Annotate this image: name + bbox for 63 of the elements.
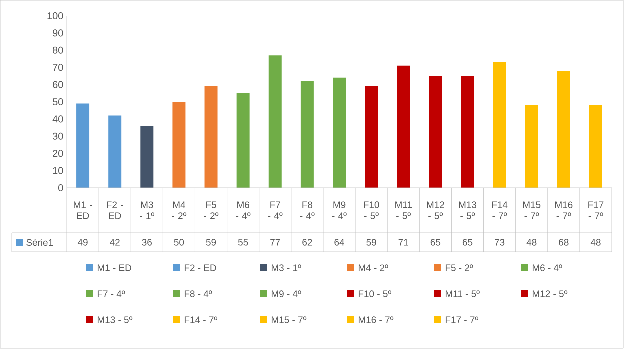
x-tick-label: M3 - 1º	[140, 202, 155, 220]
category-label: F5 - 2º	[446, 264, 474, 272]
x-tick-label: F8 - 4º	[300, 202, 315, 220]
data-label: 50	[174, 239, 184, 246]
category-label: M12 - 5º	[532, 290, 568, 298]
data-label: 62	[302, 239, 312, 246]
category-label: F17 - 7º	[446, 316, 479, 324]
data-label: 59	[206, 239, 216, 246]
x-tick-label: F17 - 7º	[588, 202, 604, 220]
data-label: 64	[334, 239, 344, 246]
y-tick-label: 50	[52, 98, 64, 106]
data-label: 42	[110, 239, 120, 246]
x-tick-label: F7 - 4º	[268, 202, 283, 220]
category-label: M13 - 5º	[98, 316, 133, 324]
category-label: M6 - 4º	[532, 264, 562, 272]
y-tick-label: 10	[53, 167, 64, 174]
x-tick-label: M9 - 4º	[332, 202, 347, 220]
category-label: F14 - 7º	[184, 316, 218, 324]
data-label: 49	[78, 239, 88, 246]
y-tick-label: 80	[53, 46, 64, 54]
x-tick-label: M13 - 5º	[459, 202, 477, 220]
data-label: 77	[270, 239, 280, 246]
data-label: 68	[559, 239, 569, 246]
y-tick-label: 30	[52, 132, 64, 140]
x-tick-label: F2 - ED	[107, 202, 124, 220]
data-label: 59	[366, 239, 376, 246]
y-tick-label: 100	[48, 12, 64, 20]
x-tick-label: F5 - 2º	[204, 202, 219, 220]
category-label: F8 - 4º	[184, 290, 212, 298]
data-label: 65	[430, 239, 441, 246]
legend-label: Série1	[26, 238, 54, 246]
x-tick-label: M1 - ED	[74, 202, 92, 220]
x-tick-label: M11 - 5º	[396, 202, 412, 220]
category-label: F7 - 4º	[98, 290, 126, 298]
y-tick-label: 90	[53, 30, 64, 37]
category-label: M15 - 7º	[272, 316, 307, 324]
data-label: 55	[238, 239, 248, 246]
x-tick-label: M4 - 2º	[172, 202, 187, 220]
category-label: F10 - 5º	[358, 290, 392, 298]
category-label: M1 - ED	[98, 264, 132, 272]
category-label: F2 - ED	[184, 264, 216, 272]
category-label: M16 - 7º	[358, 316, 394, 324]
x-tick-label: F14 - 7º	[492, 202, 508, 220]
data-label: 36	[142, 239, 152, 246]
data-label: 65	[462, 239, 473, 246]
x-tick-label: M6 - 4º	[236, 202, 251, 220]
y-tick-label: 40	[52, 116, 64, 123]
x-tick-label: M12 - 5º	[427, 202, 444, 220]
y-tick-label: 0	[58, 184, 64, 192]
data-label: 71	[398, 239, 408, 246]
y-tick-label: 60	[53, 81, 64, 88]
x-tick-label: M15 - 7º	[523, 202, 541, 220]
category-label: M9 - 4º	[272, 290, 302, 298]
category-label: M11 - 5º	[446, 290, 480, 298]
data-label: 48	[590, 239, 601, 246]
y-tick-label: 70	[53, 64, 64, 72]
x-tick-label: F10 - 5º	[364, 202, 380, 220]
x-tick-label: M16 - 7º	[555, 202, 573, 220]
data-label: 73	[495, 239, 505, 246]
category-label: M3 - 1º	[272, 264, 302, 272]
category-label: M4 - 2º	[358, 264, 388, 272]
y-tick-label: 20	[53, 150, 64, 158]
data-label: 48	[526, 239, 537, 246]
